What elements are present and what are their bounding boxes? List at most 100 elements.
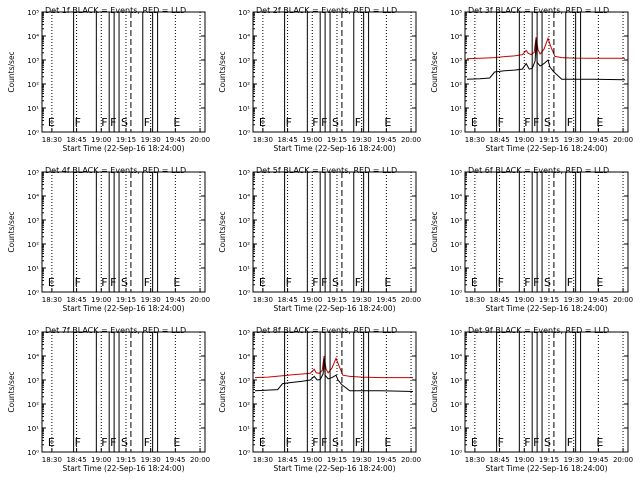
- event-letter: F: [567, 276, 573, 289]
- panel-det-9: 10⁰ 10¹ 10² 10³ 10⁴ 10⁵ 18:30 18:45 19:00 19:15 19…: [430, 326, 633, 473]
- panel-det-6: 10⁰ 10¹ 10² 10³ 10⁴ 10⁵ 18:30 18:45 19:00 19:15 19…: [430, 166, 633, 313]
- xtick-label: 18:30: [253, 296, 273, 304]
- event-letter: F: [286, 436, 292, 449]
- events-series-line: [466, 39, 626, 81]
- ytick-label: 10³: [27, 377, 39, 385]
- event-letter: F: [75, 116, 81, 129]
- xtick-label: 18:30: [465, 136, 485, 144]
- event-letter: E: [173, 276, 180, 289]
- event-letter: E: [173, 116, 180, 129]
- plot-frame: [252, 331, 417, 453]
- ytick-label: 10⁰: [238, 129, 250, 137]
- event-letter: E: [384, 116, 391, 129]
- xtick-label: 19:15: [327, 136, 347, 144]
- ytick-label: 10³: [238, 377, 250, 385]
- yaxis-label: Counts/sec: [218, 211, 227, 252]
- xaxis-label: Start Time (22-Sep-16 18:24:00): [274, 304, 396, 313]
- xtick-label: 20:00: [613, 136, 633, 144]
- yaxis-label: Counts/sec: [7, 371, 16, 412]
- event-letter: F: [321, 436, 327, 449]
- event-letter: F: [144, 436, 150, 449]
- xtick-label: 20:00: [190, 296, 210, 304]
- panel-det-5: 10⁰ 10¹ 10² 10³ 10⁴ 10⁵ 18:30 18:45 19:00 19:15 19…: [218, 166, 421, 313]
- ytick-label: 10³: [238, 57, 250, 65]
- event-letter: F: [312, 436, 318, 449]
- xtick-label: 19:15: [539, 456, 559, 464]
- ytick-label: 10²: [238, 401, 250, 409]
- xtick-label: 19:30: [352, 296, 372, 304]
- event-letter: F: [498, 276, 504, 289]
- ytick-label: 10¹: [238, 105, 250, 113]
- event-letter: F: [144, 276, 150, 289]
- event-letter: F: [101, 116, 107, 129]
- event-letter: E: [48, 276, 55, 289]
- xtick-label: 18:45: [489, 296, 509, 304]
- event-letter: F: [524, 436, 530, 449]
- event-letter: E: [596, 116, 603, 129]
- xtick-label: 18:30: [253, 456, 273, 464]
- xtick-label: 19:45: [376, 136, 396, 144]
- event-letter: S: [121, 276, 128, 289]
- xtick-label: 19:45: [165, 456, 185, 464]
- plot-frame: [464, 171, 629, 293]
- xtick-label: 19:15: [116, 136, 136, 144]
- ytick-label: 10⁵: [238, 169, 250, 177]
- event-letter: F: [286, 116, 292, 129]
- event-letter: S: [332, 116, 339, 129]
- xtick-label: 20:00: [401, 456, 421, 464]
- xtick-label: 19:45: [376, 456, 396, 464]
- event-letter: E: [471, 116, 478, 129]
- ytick-label: 10⁴: [27, 33, 39, 41]
- event-letter: F: [312, 276, 318, 289]
- xtick-label: 20:00: [190, 136, 210, 144]
- xtick-label: 18:30: [465, 296, 485, 304]
- event-letter: S: [544, 436, 551, 449]
- ytick-label: 10³: [450, 57, 462, 65]
- event-letter: F: [533, 276, 539, 289]
- event-letter: F: [533, 116, 539, 129]
- ytick-label: 10⁰: [450, 449, 462, 457]
- event-letter: F: [498, 116, 504, 129]
- xaxis-label: Start Time (22-Sep-16 18:24:00): [486, 304, 608, 313]
- event-letter: F: [101, 276, 107, 289]
- panel-title: Det 8f BLACK = Events, RED = LLD: [256, 326, 397, 335]
- xtick-label: 18:45: [66, 136, 86, 144]
- ytick-label: 10⁵: [27, 329, 39, 337]
- xtick-label: 18:45: [277, 136, 297, 144]
- yaxis-label: Counts/sec: [430, 371, 439, 412]
- event-letter: F: [498, 436, 504, 449]
- plot-frame: [41, 171, 206, 293]
- ytick-label: 10¹: [238, 425, 250, 433]
- panel-det-4: 10⁰ 10¹ 10² 10³ 10⁴ 10⁵ 18:30 18:45 19:00 19:15 19…: [7, 166, 210, 313]
- xtick-label: 19:30: [352, 456, 372, 464]
- event-letter: E: [173, 436, 180, 449]
- xtick-label: 19:00: [302, 456, 322, 464]
- ytick-label: 10³: [27, 217, 39, 225]
- ytick-label: 10⁰: [27, 289, 39, 297]
- event-letter: F: [321, 116, 327, 129]
- event-letter: S: [332, 276, 339, 289]
- panel-title: Det 3f BLACK = Events, RED = LLD: [468, 6, 609, 15]
- xtick-label: 18:45: [277, 296, 297, 304]
- ytick-label: 10⁵: [238, 329, 250, 337]
- event-letter: E: [596, 436, 603, 449]
- ytick-label: 10⁰: [27, 129, 39, 137]
- xtick-label: 19:30: [564, 296, 584, 304]
- panel-det-1: 10⁰ 10¹ 10² 10³ 10⁴ 10⁵ 18:30 18:45 19:00 19:15 19…: [7, 6, 210, 153]
- xtick-label: 18:45: [277, 456, 297, 464]
- event-letter: F: [355, 276, 361, 289]
- panel-title: Det 2f BLACK = Events, RED = LLD: [256, 6, 397, 15]
- event-letter: E: [48, 116, 55, 129]
- panel-title: Det 5f BLACK = Events, RED = LLD: [256, 166, 397, 175]
- ytick-label: 10¹: [450, 265, 462, 273]
- xtick-label: 19:00: [91, 296, 111, 304]
- yaxis-label: Counts/sec: [7, 211, 16, 252]
- event-letter: F: [567, 436, 573, 449]
- xtick-label: 19:30: [352, 136, 372, 144]
- xtick-label: 20:00: [401, 136, 421, 144]
- xtick-label: 19:30: [564, 136, 584, 144]
- ytick-label: 10¹: [27, 105, 39, 113]
- xtick-label: 19:45: [588, 136, 608, 144]
- ytick-label: 10¹: [27, 265, 39, 273]
